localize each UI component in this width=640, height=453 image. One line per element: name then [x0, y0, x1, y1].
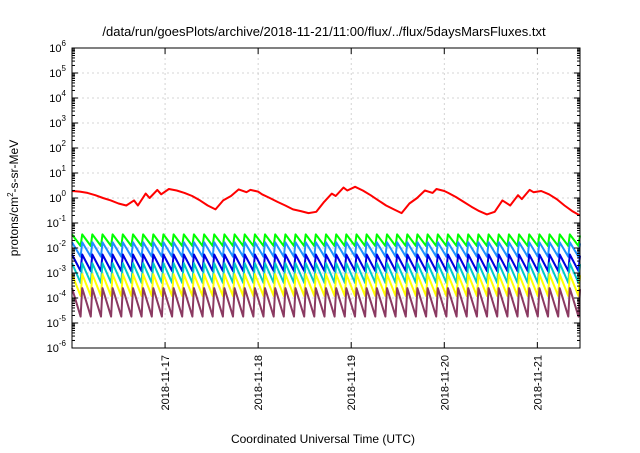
tick-layer: 10-6 10-5 10-4 10-3 10-2 10-1 100 101 102 103 104 1… — [47, 39, 580, 410]
y-tick-label: 100 — [49, 189, 66, 205]
series-line — [71, 287, 581, 318]
y-axis-label: protons/cm2-s-sr-MeV — [6, 140, 21, 256]
y-tick-label: 101 — [49, 164, 66, 180]
series-line — [71, 241, 581, 258]
y-tick-label: 10-4 — [47, 289, 67, 305]
series-line — [71, 185, 581, 217]
y-tick-label: 106 — [49, 39, 66, 55]
y-tick-label: 10-3 — [47, 264, 67, 280]
x-tick-label: 2018-11-21 — [532, 355, 544, 410]
y-tick-label: 10-5 — [47, 314, 67, 330]
chart-title: /data/run/goesPlots/archive/2018-11-21/1… — [102, 24, 546, 39]
x-axis-label: Coordinated Universal Time (UTC) — [231, 432, 415, 446]
y-tick-label: 104 — [49, 89, 66, 105]
y-tick-label: 102 — [49, 139, 66, 155]
y-tick-label: 10-6 — [47, 339, 67, 355]
y-tick-label: 103 — [49, 114, 66, 130]
x-tick-label: 2018-11-17 — [160, 355, 172, 410]
x-tick-label: 2018-11-19 — [346, 355, 358, 410]
series-line — [71, 233, 581, 247]
series-layer — [71, 185, 581, 318]
x-tick-label: 2018-11-20 — [439, 355, 451, 410]
y-tick-label: 105 — [49, 64, 66, 80]
x-tick-label: 2018-11-18 — [253, 355, 265, 410]
y-tick-label: 10-2 — [47, 239, 67, 255]
y-tick-label: 10-1 — [47, 214, 67, 230]
